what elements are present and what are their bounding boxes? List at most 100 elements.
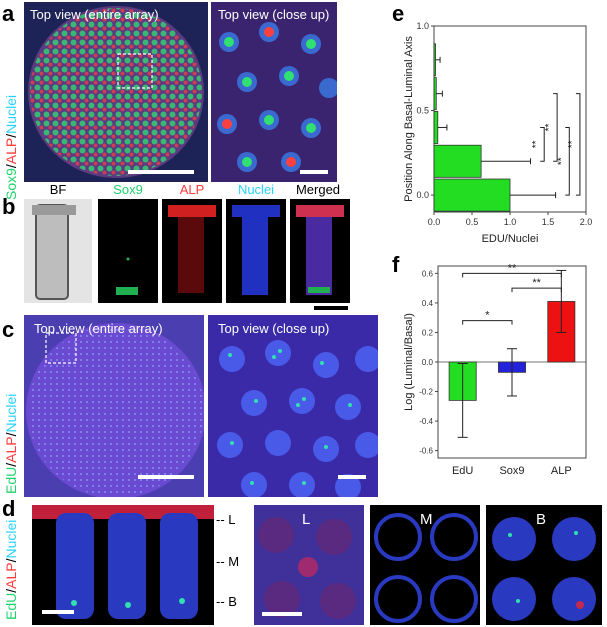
label-sep: / — [3, 133, 19, 138]
panel-d-side-label: EdU/ALP/Nuclei — [3, 519, 19, 620]
label-alp: ALP — [3, 436, 19, 463]
y-tick-label: 1.0 — [416, 21, 429, 31]
panel-letter-f: f — [392, 252, 400, 277]
scale-bar — [314, 306, 348, 310]
significance-bracket — [462, 320, 513, 325]
y-axis-label: Log (Luminal/Basal) — [403, 313, 415, 411]
panel-a-right-title: Top view (close up) — [218, 7, 330, 22]
panel-d-side-image — [32, 505, 214, 625]
level-label-m: -- M — [216, 554, 240, 569]
x-tick-label: EdU — [452, 465, 473, 477]
significance-bracket — [553, 93, 558, 162]
label-bf: BF — [49, 182, 67, 197]
x-tick-label: ALP — [551, 465, 572, 477]
y-tick-label: -0.2 — [419, 388, 433, 397]
x-tick-label: 0.5 — [466, 217, 479, 227]
panel-letter-d: d — [2, 496, 16, 521]
panel-a-closeup-image — [211, 2, 337, 182]
x-tick-label: 0.0 — [428, 217, 441, 227]
y-axis-label: Position Along Basal-Luminal Axis — [403, 36, 415, 202]
label-sep: / — [3, 164, 19, 169]
label-edu: EdU — [3, 592, 19, 620]
x-axis-label: EDU/Nuclei — [482, 233, 539, 245]
panel-letter-b: b — [2, 194, 16, 219]
panel-d-inset-m — [370, 505, 480, 625]
panel-b-bf-image — [24, 199, 92, 303]
bar — [433, 43, 436, 77]
chart-e: 0.0 0.5 1.0 1.5 2.0 0.0 0.5 1.0 EDU/Nuclei Positi… — [403, 21, 593, 245]
significance-bracket — [462, 272, 562, 278]
panel-d-inset-b — [486, 505, 602, 625]
panel-c-right-title: Top view (close up) — [218, 321, 330, 336]
y-tick-label: 0.4 — [422, 299, 434, 308]
panel-d-inset-l — [254, 505, 364, 625]
scale-bar — [138, 475, 194, 479]
x-tick-label: 1.0 — [504, 217, 517, 227]
significance-label: ** — [556, 157, 567, 165]
label-edu: EdU — [3, 466, 19, 494]
panel-b-alp-image — [162, 199, 222, 303]
label-sep: / — [3, 462, 19, 467]
inset-label-m: M — [420, 511, 433, 528]
y-tick-label: -0.6 — [419, 447, 433, 456]
y-tick-label: -0.4 — [419, 417, 433, 426]
panel-a-left-title: Top view (entire array) — [30, 7, 159, 22]
inset-label-b: B — [536, 511, 547, 528]
significance-bracket — [565, 126, 570, 196]
panel-letter-c: c — [2, 317, 15, 342]
x-tick-label: Sox9 — [499, 465, 524, 477]
x-tick-label: 1.5 — [542, 217, 555, 227]
significance-label: ** — [532, 277, 541, 289]
y-tick-label: 0.0 — [416, 190, 429, 200]
bar — [433, 110, 439, 144]
array-image-svg — [24, 2, 208, 182]
y-tick-label: 0.6 — [422, 269, 434, 278]
panel-a-side-label: Sox9/ALP/Nuclei — [3, 94, 19, 200]
scale-bar — [338, 475, 366, 479]
label-alp: ALP — [3, 137, 19, 165]
significance-bracket — [575, 93, 581, 196]
scale-bar — [262, 612, 302, 616]
label-sep: / — [3, 558, 19, 563]
scale-bar — [128, 170, 194, 174]
level-label-b: -- B — [216, 594, 237, 609]
label-nuclei: Nuclei — [3, 519, 19, 559]
significance-bracket — [511, 287, 562, 293]
label-nuclei: Nuclei — [3, 94, 19, 134]
significance-label: ** — [567, 140, 578, 148]
bar — [433, 144, 482, 178]
label-nuclei: Nuclei — [237, 182, 275, 197]
significance-label: ** — [531, 140, 542, 148]
chart-f: EdU Sox9 ALP -0.6 -0.4 -0.2 0.0 0.2 0.4 0.6 Log (L… — [403, 262, 587, 477]
inset-label-l: L — [302, 511, 311, 528]
x-tick-label: 2.0 — [580, 217, 593, 227]
scale-bar — [42, 610, 74, 614]
panel-a-array-image — [24, 2, 208, 182]
significance-label: ** — [544, 123, 555, 131]
y-tick-label: 0.0 — [422, 358, 434, 367]
label-alp: ALP — [179, 182, 205, 197]
panel-letter-a: a — [2, 1, 15, 26]
panel-c-left-title: Top view (entire array) — [34, 321, 163, 336]
bar — [433, 178, 511, 212]
label-nuclei: Nuclei — [3, 393, 19, 433]
panel-letter-e: e — [392, 1, 405, 26]
label-merged: Merged — [295, 182, 341, 197]
label-sox9: Sox9 — [113, 182, 143, 197]
panel-c-array-image — [24, 315, 204, 497]
significance-label: * — [485, 310, 490, 322]
panel-b-nuclei-image — [226, 199, 286, 303]
panel-b-merged-image — [290, 199, 350, 303]
label-sep: / — [3, 432, 19, 437]
panel-c-side-label: EdU/ALP/Nuclei — [3, 393, 19, 494]
label-sep: / — [3, 588, 19, 593]
panel-b-sox9-image — [98, 199, 158, 303]
y-tick-label: 0.2 — [422, 328, 434, 337]
level-label-l: -- L — [216, 512, 236, 527]
significance-bracket — [540, 126, 545, 162]
significance-label: ** — [508, 262, 517, 274]
closeup-image-svg — [211, 2, 337, 182]
y-tick-label: 0.5 — [416, 106, 429, 116]
label-alp: ALP — [3, 562, 19, 589]
bar — [433, 77, 437, 111]
